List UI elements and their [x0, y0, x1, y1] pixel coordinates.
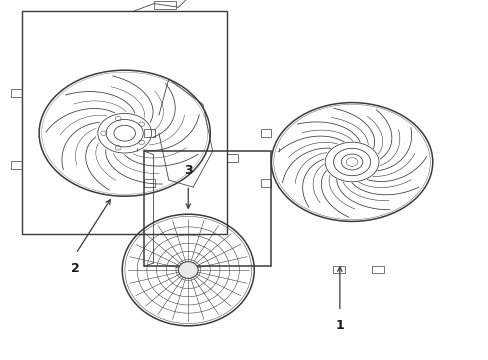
Bar: [11, 89, 22, 97]
Bar: [144, 179, 155, 187]
Bar: [144, 151, 271, 266]
Bar: [154, 1, 176, 9]
Bar: [22, 11, 227, 234]
Bar: [260, 129, 271, 137]
Bar: [332, 266, 344, 273]
Bar: [11, 161, 22, 169]
Bar: [144, 129, 155, 137]
Bar: [371, 266, 383, 273]
Bar: [227, 154, 238, 162]
Text: 1: 1: [335, 319, 344, 332]
Ellipse shape: [178, 262, 198, 278]
Text: 3: 3: [183, 165, 192, 177]
Bar: [260, 179, 271, 187]
Text: 2: 2: [71, 262, 80, 275]
